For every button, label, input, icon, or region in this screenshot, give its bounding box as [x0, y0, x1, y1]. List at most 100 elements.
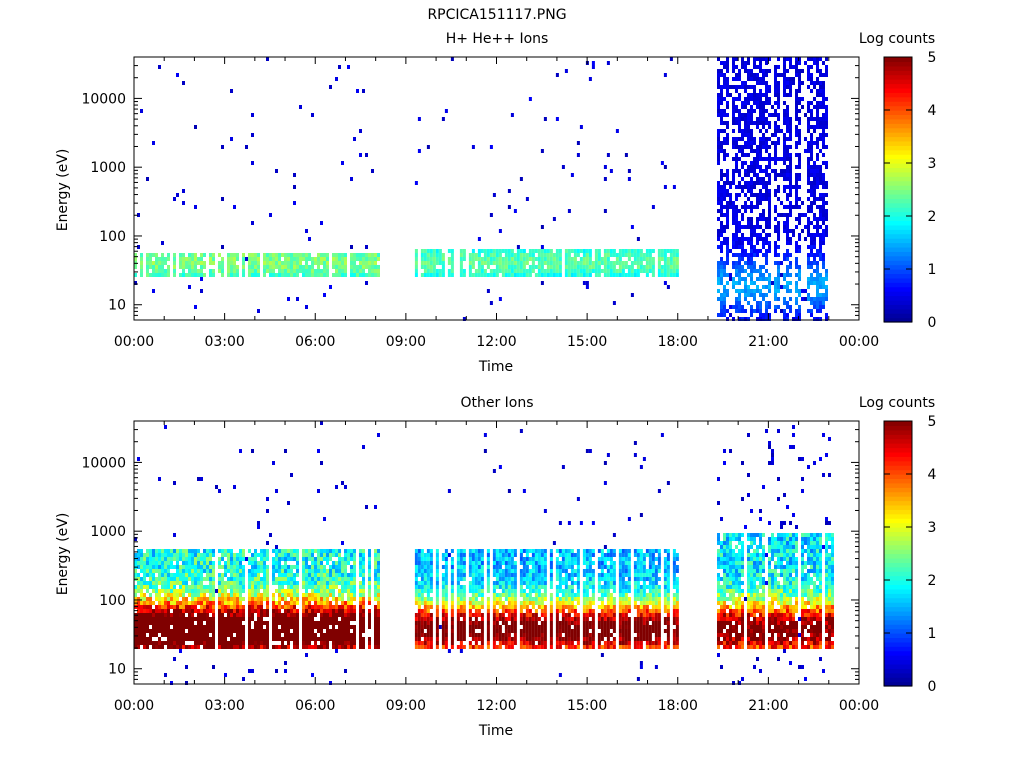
spectrogram-cell	[558, 249, 562, 253]
spectrogram-cell	[756, 161, 759, 165]
spectrogram-cell	[134, 629, 137, 633]
figure-title: RPCICA151117.PNG	[427, 7, 566, 23]
spectrogram-cell	[420, 557, 424, 561]
spectrogram-cell	[783, 205, 786, 209]
spectrogram-cell	[753, 309, 756, 313]
spectrogram-cell	[233, 485, 236, 489]
spectrogram-cell	[783, 185, 786, 189]
spectrogram-cell	[134, 621, 137, 625]
spectrogram-cell	[459, 605, 463, 609]
spectrogram-cell	[281, 269, 284, 273]
spectrogram-cell	[819, 213, 822, 217]
spectrogram-cell	[417, 573, 421, 577]
spectrogram-cell	[176, 645, 179, 649]
spectrogram-cell	[287, 601, 290, 605]
spectrogram-cell	[308, 577, 311, 581]
spectrogram-cell	[314, 273, 317, 277]
spectrogram-cell	[161, 273, 164, 277]
spectrogram-cell	[726, 245, 729, 249]
spectrogram-cell	[489, 145, 493, 149]
spectrogram-cell	[191, 609, 194, 613]
spectrogram-cell	[747, 141, 750, 145]
spectrogram-cell	[639, 269, 643, 273]
spectrogram-cell	[359, 605, 362, 609]
spectrogram-cell	[738, 305, 741, 309]
spectrogram-cell	[735, 237, 738, 241]
spectrogram-cell	[756, 193, 759, 197]
spectrogram-cell	[804, 61, 807, 65]
spectrogram-cell	[287, 253, 290, 257]
spectrogram-cell	[332, 265, 335, 269]
spectrogram-cell	[221, 565, 224, 569]
spectrogram-cell	[353, 269, 356, 273]
spectrogram-cell	[377, 621, 380, 625]
spectrogram-cell	[293, 597, 296, 601]
spectrogram-cell	[426, 561, 430, 565]
spectrogram-cell	[170, 633, 173, 637]
spectrogram-cell	[275, 669, 278, 673]
colorbar-frame	[883, 56, 913, 323]
spectrogram-cell	[759, 157, 762, 161]
spectrogram-cell	[777, 117, 780, 121]
spectrogram-cell	[603, 261, 607, 265]
spectrogram-cell	[810, 301, 813, 305]
spectrogram-cell	[756, 57, 759, 61]
spectrogram-cell	[305, 625, 308, 629]
spectrogram-cell	[254, 569, 257, 573]
spectrogram-cell	[732, 201, 735, 205]
spectrogram-cell	[618, 257, 622, 261]
spectrogram-cell	[257, 521, 260, 525]
spectrogram-cell	[377, 609, 380, 613]
spectrogram-cell	[789, 261, 792, 265]
spectrogram-cell	[341, 581, 344, 585]
spectrogram-cell	[822, 305, 825, 309]
spectrogram-cell	[251, 581, 254, 585]
spectrogram-cell	[368, 593, 371, 597]
spectrogram-cell	[741, 153, 744, 157]
spectrogram-cell	[143, 645, 146, 649]
spectrogram-cell	[278, 581, 281, 585]
spectrogram-cell	[825, 213, 828, 217]
spectrogram-cell	[170, 681, 173, 685]
spectrogram-cell	[783, 313, 786, 317]
spectrogram-cell	[756, 241, 759, 245]
spectrogram-cell	[744, 205, 747, 209]
spectrogram-cell	[435, 569, 439, 573]
spectrogram-cell	[486, 633, 490, 637]
spectrogram-cell	[257, 573, 260, 577]
spectrogram-cell	[759, 105, 762, 109]
spectrogram-cell	[314, 561, 317, 565]
spectrogram-cell	[522, 249, 526, 253]
spectrogram-cell	[311, 265, 314, 269]
spectrogram-cell	[182, 597, 185, 601]
spectrogram-cell	[335, 633, 338, 637]
spectrogram-cell	[191, 601, 194, 605]
spectrogram-cell	[167, 601, 170, 605]
spectrogram-cell	[726, 293, 729, 297]
spectrogram-cell	[519, 261, 523, 265]
spectrogram-cell	[444, 585, 448, 589]
spectrogram-cell	[167, 565, 170, 569]
spectrogram-cell	[149, 585, 152, 589]
spectrogram-cell	[609, 273, 613, 277]
spectrogram-cell	[173, 625, 176, 629]
spectrogram-cell	[191, 569, 194, 573]
spectrogram-cell	[263, 641, 266, 645]
spectrogram-cell	[152, 273, 155, 277]
spectrogram-cell	[504, 585, 508, 589]
spectrogram-cell	[720, 225, 723, 229]
spectrogram-cell	[807, 145, 810, 149]
spectrogram-cell	[414, 569, 418, 573]
spectrogram-cell	[747, 241, 750, 245]
spectrogram-cell	[332, 625, 335, 629]
spectrogram-cell	[819, 241, 822, 245]
spectrogram-cell	[609, 169, 613, 173]
spectrogram-cell	[450, 589, 454, 593]
spectrogram-cell	[492, 637, 496, 641]
spectrogram-cell	[296, 573, 299, 577]
spectrogram-cell	[347, 561, 350, 565]
spectrogram-cell	[516, 261, 520, 265]
spectrogram-cell	[194, 573, 197, 577]
spectrogram-cell	[188, 601, 191, 605]
spectrogram-cell	[723, 109, 726, 113]
